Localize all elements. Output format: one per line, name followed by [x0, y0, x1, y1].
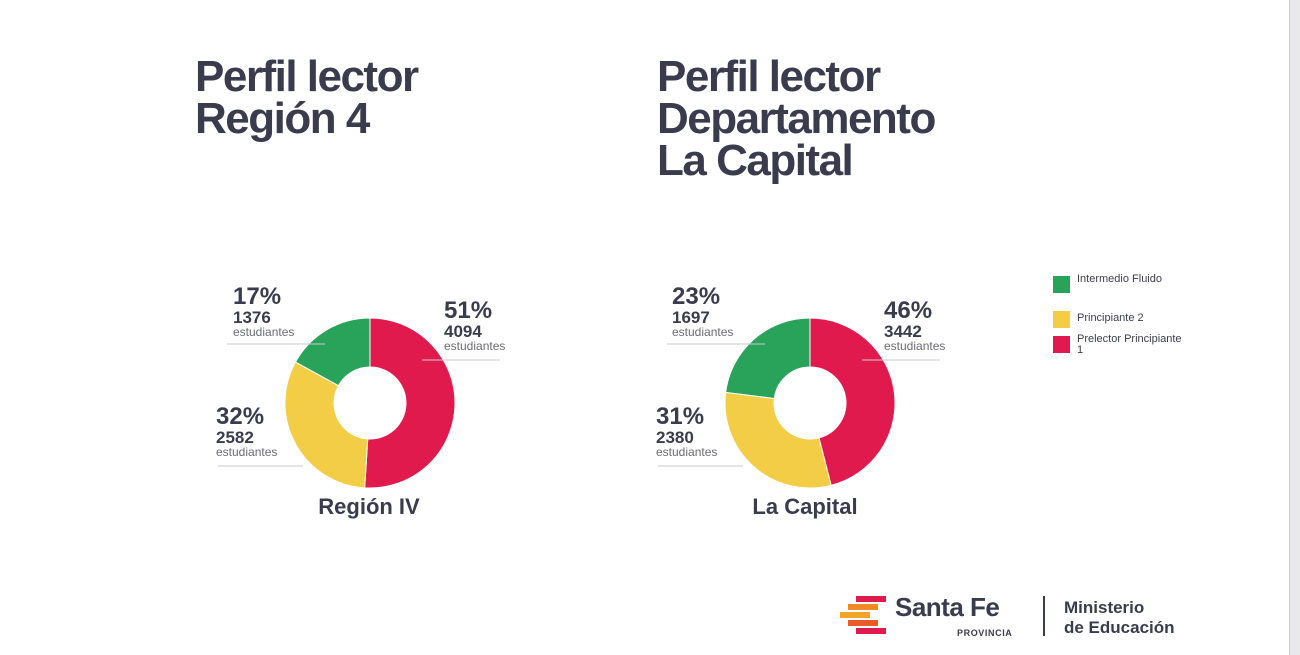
label-intermedio-count: 1376 [233, 308, 271, 327]
chart-caption-la-capital: La Capital [752, 494, 858, 519]
label-prelector-pct: 46% [884, 297, 933, 324]
santa-fe-logo-icon [840, 596, 886, 634]
donut-svg-la-capital [658, 317, 940, 489]
donut-slice-principiante2 [284, 361, 369, 489]
label-prelector-unit: estudiantes [884, 339, 946, 353]
page-edge [1290, 0, 1300, 655]
label-principiante2-count: 2582 [216, 428, 254, 447]
label-principiante2-count: 2380 [656, 428, 694, 447]
label-intermedio-pct: 17% [233, 283, 282, 310]
page-edge-line [1289, 0, 1290, 655]
label-intermedio: 23% 1697 estudiantes [672, 283, 734, 339]
legend-swatch-intermedio [1053, 276, 1070, 293]
label-intermedio-unit: estudiantes [672, 325, 734, 339]
title-left-line-1: Perfil lector [195, 52, 419, 101]
label-prelector-pct: 51% [444, 297, 493, 324]
ministry-line-1: Ministerio [1064, 598, 1145, 617]
legend-swatch-prelector [1053, 336, 1070, 353]
label-prelector-unit: estudiantes [444, 339, 506, 353]
label-principiante2-pct: 32% [216, 403, 265, 430]
title-left-line-2: Región 4 [195, 94, 370, 143]
donut-chart-la-capital: 23% 1697 estudiantes 46% 3442 estudiante… [640, 270, 970, 530]
legend-label-principiante2: Principiante 2 [1077, 312, 1144, 324]
footer-logo: Santa Fe PROVINCIA Ministerio de Educaci… [838, 590, 1208, 650]
label-intermedio-unit: estudiantes [233, 325, 295, 339]
brand-name: Santa Fe [895, 592, 1000, 622]
donut-svg-region-iv [218, 317, 500, 489]
donut-slice-prelector [364, 317, 456, 489]
label-prelector: 51% 4094 estudiantes [444, 297, 506, 353]
donut-slice-intermedio [294, 317, 371, 387]
ministry-name: Ministerio de Educación [1064, 598, 1175, 638]
brand-subtitle: PROVINCIA [957, 628, 1013, 638]
donut-chart-region-iv: 17% 1376 estudiantes 51% 4094 estudiante… [200, 270, 530, 530]
donut-slice-intermedio [725, 317, 811, 400]
legend-label-prelector: Prelector Principiante 1 [1077, 333, 1182, 356]
legend-swatch-principiante2 [1053, 311, 1070, 328]
title-right-line-1: Perfil lector [657, 52, 881, 101]
label-principiante2-unit: estudiantes [216, 445, 278, 459]
chart-caption-region-iv: Región IV [318, 494, 420, 519]
label-intermedio-pct: 23% [672, 283, 721, 310]
label-intermedio-count: 1697 [672, 308, 710, 327]
label-principiante2-pct: 31% [656, 403, 705, 430]
label-prelector-count: 4094 [444, 322, 482, 341]
title-right-line-2: Departamento [657, 94, 936, 143]
donut-slice-principiante2 [724, 391, 832, 489]
title-right-line-3: La Capital [657, 136, 854, 185]
label-intermedio: 17% 1376 estudiantes [233, 283, 295, 339]
label-prelector: 46% 3442 estudiantes [884, 297, 946, 353]
label-principiante2: 32% 2582 estudiantes [216, 403, 278, 459]
label-principiante2-unit: estudiantes [656, 445, 718, 459]
ministry-line-2: de Educación [1064, 618, 1175, 637]
label-prelector-count: 3442 [884, 322, 922, 341]
legend-label-intermedio: Intermedio Fluido [1077, 273, 1162, 285]
title-left: Perfil lector Región 4 [195, 52, 419, 143]
logo-separator [1043, 596, 1045, 636]
title-right: Perfil lector Departamento La Capital [657, 52, 936, 185]
label-principiante2: 31% 2380 estudiantes [656, 403, 718, 459]
